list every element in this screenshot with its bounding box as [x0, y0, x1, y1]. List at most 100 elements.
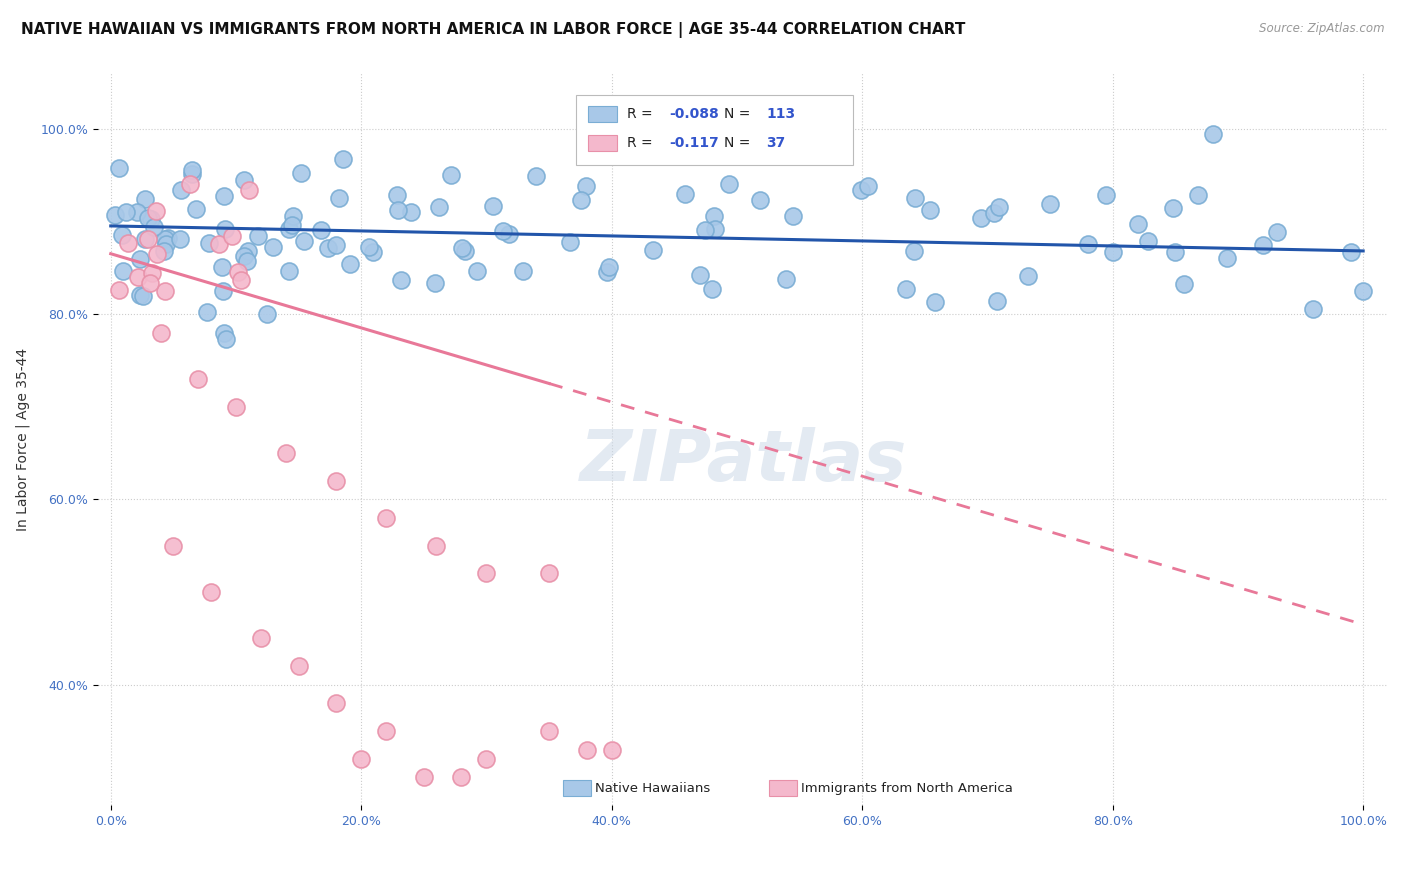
- Point: [187, 372, 209, 386]
- Point: [186, 202, 208, 216]
- Point: [149, 326, 172, 340]
- Point: [399, 205, 422, 219]
- Point: [903, 244, 925, 258]
- Point: [134, 192, 156, 206]
- Point: [179, 178, 201, 192]
- Point: [538, 566, 561, 581]
- Point: [512, 264, 534, 278]
- Point: [200, 585, 222, 599]
- Point: [492, 223, 515, 237]
- Point: [274, 446, 297, 460]
- Point: [278, 264, 301, 278]
- Point: [309, 223, 332, 237]
- Point: [145, 247, 167, 261]
- Point: [142, 219, 165, 234]
- Text: R =: R =: [627, 107, 657, 121]
- Point: [339, 257, 361, 271]
- Point: [169, 232, 191, 246]
- Point: [236, 254, 259, 268]
- Point: [896, 282, 918, 296]
- Point: [153, 244, 176, 258]
- Point: [450, 771, 472, 785]
- Point: [389, 273, 412, 287]
- Point: [575, 742, 598, 756]
- Point: [132, 289, 155, 303]
- Text: Source: ZipAtlas.com: Source: ZipAtlas.com: [1260, 22, 1385, 36]
- Point: [1164, 245, 1187, 260]
- Bar: [769, 780, 797, 797]
- Point: [482, 199, 505, 213]
- Point: [475, 566, 498, 581]
- Point: [1302, 301, 1324, 316]
- Point: [278, 221, 301, 235]
- Point: [598, 260, 620, 275]
- Text: -0.117: -0.117: [669, 136, 720, 150]
- Point: [225, 400, 247, 414]
- Point: [238, 244, 260, 258]
- Point: [117, 235, 139, 250]
- Bar: [589, 136, 617, 152]
- Point: [498, 227, 520, 242]
- Text: -0.088: -0.088: [669, 107, 720, 121]
- Point: [1039, 197, 1062, 211]
- Point: [287, 659, 309, 673]
- Point: [983, 206, 1005, 220]
- Point: [696, 125, 718, 139]
- Point: [1094, 188, 1116, 202]
- Point: [439, 168, 461, 182]
- Point: [111, 264, 134, 278]
- Point: [316, 241, 339, 255]
- Text: 113: 113: [766, 107, 796, 121]
- Point: [1353, 284, 1375, 298]
- Point: [717, 177, 740, 191]
- Text: N =: N =: [724, 107, 755, 121]
- Point: [108, 283, 131, 297]
- Point: [538, 724, 561, 739]
- Point: [215, 332, 238, 346]
- Point: [104, 208, 127, 222]
- Point: [281, 219, 304, 233]
- Point: [125, 205, 148, 219]
- Point: [325, 238, 347, 252]
- Point: [232, 173, 254, 187]
- Point: [211, 260, 233, 275]
- Point: [700, 282, 723, 296]
- Point: [262, 240, 284, 254]
- Point: [454, 244, 477, 258]
- Point: [212, 189, 235, 203]
- Point: [325, 474, 347, 488]
- Point: [247, 228, 270, 243]
- Point: [450, 241, 472, 255]
- Text: NATIVE HAWAIIAN VS IMMIGRANTS FROM NORTH AMERICA IN LABOR FORCE | AGE 35-44 CORR: NATIVE HAWAIIAN VS IMMIGRANTS FROM NORTH…: [21, 22, 966, 38]
- Point: [134, 232, 156, 246]
- Point: [359, 240, 381, 254]
- Point: [250, 632, 273, 646]
- Point: [1137, 234, 1160, 248]
- Point: [129, 288, 152, 302]
- Point: [114, 205, 136, 219]
- Point: [569, 193, 592, 207]
- Point: [229, 273, 252, 287]
- Point: [423, 277, 446, 291]
- Text: Immigrants from North America: Immigrants from North America: [801, 782, 1014, 795]
- Point: [325, 696, 347, 710]
- Point: [575, 178, 598, 193]
- Point: [170, 183, 193, 197]
- Bar: [562, 780, 591, 797]
- Point: [387, 202, 409, 217]
- Point: [226, 265, 249, 279]
- Point: [524, 169, 547, 183]
- Point: [782, 210, 804, 224]
- Point: [156, 231, 179, 245]
- Point: [212, 284, 235, 298]
- Y-axis label: In Labor Force | Age 35-44: In Labor Force | Age 35-44: [15, 348, 30, 531]
- Point: [851, 183, 873, 197]
- Point: [256, 307, 278, 321]
- Point: [1101, 244, 1123, 259]
- Point: [281, 210, 304, 224]
- Point: [111, 227, 134, 242]
- Point: [180, 168, 202, 182]
- Point: [675, 186, 697, 201]
- Point: [129, 252, 152, 267]
- Point: [412, 771, 434, 785]
